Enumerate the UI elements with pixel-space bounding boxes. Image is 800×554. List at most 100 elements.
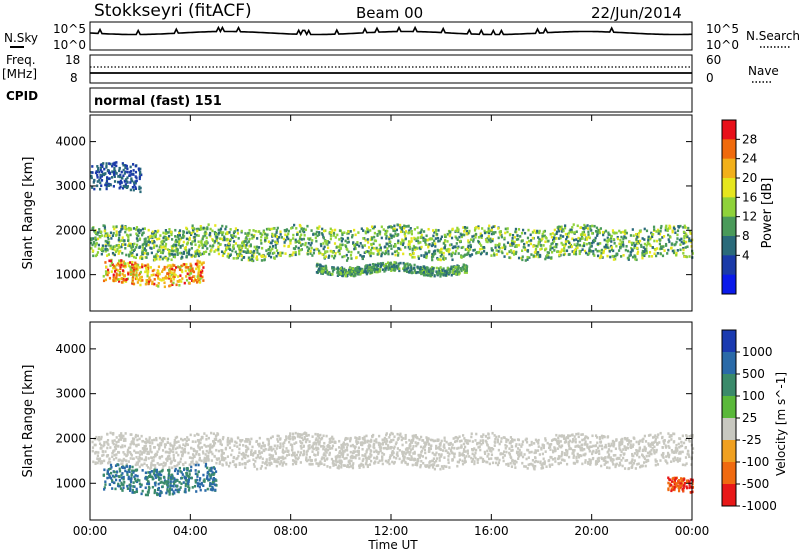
heatmap-cell <box>634 255 637 259</box>
heatmap-cell <box>611 439 614 443</box>
heatmap-cell <box>462 245 465 249</box>
heatmap-cell <box>562 253 565 257</box>
heatmap-cell <box>611 254 614 258</box>
heatmap-cell <box>176 250 179 254</box>
heatmap-cell <box>436 272 439 276</box>
heatmap-cell <box>133 181 136 184</box>
heatmap-cell <box>115 233 118 237</box>
heatmap-cell <box>96 231 100 234</box>
heatmap-cell <box>121 272 124 276</box>
heatmap-cell <box>370 242 373 246</box>
heatmap-cell <box>90 237 93 240</box>
heatmap-cell <box>199 225 202 228</box>
heatmap-cell <box>511 449 514 452</box>
heatmap-cell <box>517 243 520 247</box>
heatmap-cell <box>219 227 223 231</box>
heatmap-cell <box>603 435 606 439</box>
heatmap-cell <box>399 261 402 265</box>
heatmap-cell <box>569 243 573 247</box>
heatmap-cell <box>97 243 100 247</box>
heatmap-cell <box>442 255 445 258</box>
power-y-tick-label: 1000 <box>55 268 86 282</box>
heatmap-cell <box>442 251 445 255</box>
heatmap-cell <box>387 244 391 248</box>
heatmap-cell <box>546 251 549 254</box>
heatmap-cell <box>378 243 381 247</box>
heatmap-cell <box>420 459 423 463</box>
heatmap-cell <box>635 238 638 241</box>
heatmap-cell <box>599 254 603 258</box>
heatmap-cell <box>287 237 290 241</box>
heatmap-cell <box>462 265 465 269</box>
heatmap-cell <box>317 451 320 454</box>
heatmap-cell <box>398 223 402 227</box>
heatmap-cell <box>621 240 625 244</box>
heatmap-cell <box>146 466 150 469</box>
heatmap-cell <box>658 441 661 444</box>
heatmap-cell <box>169 277 173 281</box>
heatmap-cell <box>574 252 578 256</box>
heatmap-cell <box>559 461 562 465</box>
heatmap-cell <box>124 230 127 234</box>
heatmap-cell <box>348 268 351 272</box>
heatmap-cell <box>141 451 144 454</box>
noise-right-tick-top: 10^5 <box>706 22 739 36</box>
heatmap-cell <box>429 274 432 278</box>
heatmap-cell <box>354 272 357 276</box>
heatmap-cell <box>269 436 273 440</box>
heatmap-cell <box>592 249 595 253</box>
heatmap-cell <box>173 253 177 256</box>
heatmap-cell <box>563 459 566 462</box>
heatmap-cell <box>436 258 440 261</box>
heatmap-cell <box>135 253 139 257</box>
heatmap-cell <box>317 263 320 267</box>
heatmap-cell <box>524 248 527 252</box>
heatmap-cell <box>355 267 359 270</box>
heatmap-cell <box>476 461 479 464</box>
heatmap-cell <box>330 437 333 440</box>
heatmap-cell <box>318 440 321 443</box>
heatmap-cell <box>454 265 457 269</box>
heatmap-cell <box>521 258 524 262</box>
heatmap-cell <box>535 440 538 443</box>
heatmap-cell <box>490 254 493 257</box>
heatmap-cell <box>577 444 580 448</box>
heatmap-cell <box>344 436 347 440</box>
heatmap-cell <box>159 249 162 252</box>
heatmap-cell <box>155 437 158 440</box>
heatmap-cell <box>120 259 123 262</box>
heatmap-cell <box>491 239 494 243</box>
heatmap-cell <box>141 252 145 256</box>
heatmap-cell <box>515 250 518 254</box>
heatmap-cell <box>256 237 259 240</box>
heatmap-cell <box>249 453 253 456</box>
heatmap-cell <box>520 240 523 243</box>
heatmap-cell <box>170 233 173 237</box>
heatmap-cell <box>608 233 611 237</box>
heatmap-cell <box>420 233 423 237</box>
heatmap-cell <box>227 256 230 259</box>
heatmap-cell <box>623 235 626 238</box>
heatmap-cell <box>544 437 547 440</box>
heatmap-cell <box>357 452 360 456</box>
heatmap-cell <box>436 446 439 450</box>
heatmap-cell <box>502 459 505 463</box>
heatmap-cell <box>338 451 341 455</box>
heatmap-cell <box>642 246 645 249</box>
heatmap-cell <box>181 244 184 247</box>
heatmap-cell <box>261 457 264 461</box>
heatmap-cell <box>419 265 422 269</box>
heatmap-cell <box>95 242 98 245</box>
heatmap-cell <box>439 266 442 269</box>
heatmap-cell <box>458 454 461 457</box>
heatmap-cell <box>549 232 552 236</box>
heatmap-cell <box>92 254 95 258</box>
heatmap-cell <box>498 458 501 462</box>
heatmap-cell <box>581 448 584 452</box>
heatmap-cell <box>101 246 104 250</box>
heatmap-cell <box>116 278 120 281</box>
heatmap-cell <box>227 252 230 256</box>
heatmap-cell <box>498 442 501 446</box>
heatmap-cell <box>592 238 596 242</box>
heatmap-cell <box>353 247 356 251</box>
